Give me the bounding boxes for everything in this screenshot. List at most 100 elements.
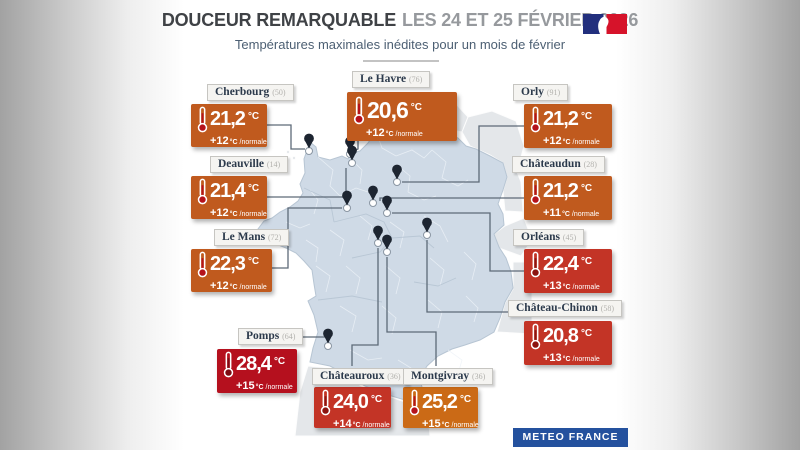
thermometer-icon	[320, 389, 331, 416]
temperature-value: 28,4	[236, 353, 272, 375]
anomaly: +13°C/normale	[543, 277, 608, 293]
anomaly: +11°C/normale	[543, 204, 608, 220]
anomaly-normale: /normale	[362, 422, 390, 429]
thermometer-icon	[353, 96, 365, 125]
station-name: Pomps	[246, 330, 280, 342]
station-label: Le Havre (76)	[352, 71, 431, 88]
temperature-box: 21,2 °C +12°C/normale	[524, 104, 612, 148]
title-date: LES 24 ET 25 FÉVRIER 2026	[402, 10, 639, 30]
anomaly-unit: °C	[441, 422, 450, 429]
station-label: Châteauroux (36)	[312, 368, 409, 385]
station-dept: (72)	[268, 233, 282, 242]
temperature-unit: °C	[580, 111, 593, 122]
anomaly-normale: /normale	[239, 211, 267, 218]
anomaly-value: +14	[333, 418, 352, 430]
station-label: Châteaudun (28)	[512, 156, 605, 173]
station-dept: (64)	[282, 332, 296, 341]
temperature-unit: °C	[247, 183, 260, 194]
anomaly-normale: /normale	[395, 131, 423, 138]
anomaly-value: +11	[543, 207, 562, 219]
temperature-value: 21,2	[543, 180, 579, 202]
thermometer-icon	[530, 178, 541, 205]
station-dept: (36)	[472, 372, 486, 381]
anomaly-value: +13	[543, 352, 562, 364]
anomaly: +12°C/normale	[366, 124, 453, 140]
temperature-unit: °C	[410, 102, 422, 113]
station-name: Château-Chinon	[516, 302, 598, 314]
anomaly-normale: /normale	[239, 139, 267, 146]
thermometer-icon	[197, 251, 208, 278]
station-dept: (14)	[266, 160, 281, 169]
anomaly-normale: /normale	[572, 284, 600, 291]
station-dept: (91)	[546, 88, 561, 97]
temperature-unit: °C	[459, 394, 472, 405]
temperature-box: 28,4 °C +15°C/normale	[217, 349, 297, 393]
thermometer-icon	[197, 178, 208, 205]
anomaly-value: +13	[543, 280, 562, 292]
thermometer-icon	[409, 389, 420, 416]
station-dept: (58)	[600, 304, 615, 313]
temperature-value: 25,2	[422, 391, 458, 413]
thermometer-icon	[530, 251, 541, 278]
temperature-box: 20,8 °C +13°C/normale	[524, 321, 612, 365]
anomaly-unit: °C	[229, 139, 238, 146]
anomaly-unit: °C	[229, 211, 238, 218]
temperature-unit: °C	[370, 394, 383, 405]
station-label: Cherbourg (50)	[207, 84, 294, 101]
temperature-unit: °C	[273, 356, 286, 367]
page-title: DOUCEUR REMARQUABLE LES 24 ET 25 FÉVRIER …	[140, 10, 660, 31]
anomaly-unit: °C	[562, 139, 571, 146]
temperature-box: 22,4 °C +13°C/normale	[524, 249, 612, 293]
anomaly: +15°C/normale	[422, 415, 479, 431]
station-dept: (76)	[408, 75, 423, 84]
station-dept: (45)	[562, 233, 577, 242]
thermometer-icon	[197, 106, 208, 133]
anomaly-normale: /normale	[572, 139, 600, 146]
station-name: Le Mans	[222, 231, 266, 243]
temperature-value: 22,3	[210, 253, 246, 275]
station-name: Deauville	[218, 158, 264, 170]
station-name: Cherbourg	[215, 86, 270, 98]
station-dept: (28)	[583, 160, 597, 169]
anomaly-normale: /normale	[571, 211, 600, 218]
thermometer-icon	[530, 323, 541, 350]
anomaly: +12°C/normale	[210, 204, 267, 220]
anomaly-unit: °C	[385, 131, 394, 138]
station-label: Montgivray (36)	[403, 368, 494, 385]
temperature-box: 20,6 °C +12°C/normale	[347, 92, 457, 141]
thermometer-icon	[223, 351, 234, 378]
station-name: Orléans	[521, 231, 560, 243]
anomaly-value: +15	[422, 418, 441, 430]
anomaly-value: +12	[210, 207, 229, 219]
temperature-box: 21,2 °C +11°C/normale	[524, 176, 612, 220]
page-subtitle: Températures maximales inédites pour un …	[234, 37, 566, 52]
anomaly-value: +15	[236, 380, 255, 392]
temperature-value: 22,4	[543, 253, 579, 275]
anomaly: +12°C/normale	[210, 132, 267, 148]
anomaly: +12°C/normale	[210, 277, 268, 293]
french-government-flag-icon	[583, 14, 627, 34]
temperature-unit: °C	[580, 256, 593, 267]
station-label: Château-Chinon (58)	[508, 300, 623, 317]
temperature-value: 21,4	[210, 180, 246, 202]
station-label: Le Mans (72)	[214, 229, 290, 246]
anomaly-unit: °C	[229, 284, 238, 291]
temperature-box: 24,0 °C +14°C/normale	[314, 387, 391, 430]
anomaly-value: +12	[210, 135, 229, 147]
temperature-value: 20,8	[543, 325, 579, 347]
station-name: Châteaudun	[520, 158, 581, 170]
anomaly-normale: /normale	[239, 284, 267, 291]
anomaly-unit: °C	[562, 284, 571, 291]
temperature-unit: °C	[247, 111, 260, 122]
station-name: Orly	[521, 86, 544, 98]
temperature-box: 21,2 °C +12°C/normale	[191, 104, 267, 147]
anomaly-unit: °C	[562, 356, 571, 363]
station-dept: (50)	[272, 88, 286, 97]
anomaly: +13°C/normale	[543, 349, 608, 365]
temperature-value: 21,2	[210, 108, 246, 130]
thermometer-icon	[530, 106, 541, 133]
anomaly-normale: /normale	[572, 356, 600, 363]
department-borders	[285, 130, 479, 375]
title-main: DOUCEUR REMARQUABLE	[161, 10, 397, 30]
